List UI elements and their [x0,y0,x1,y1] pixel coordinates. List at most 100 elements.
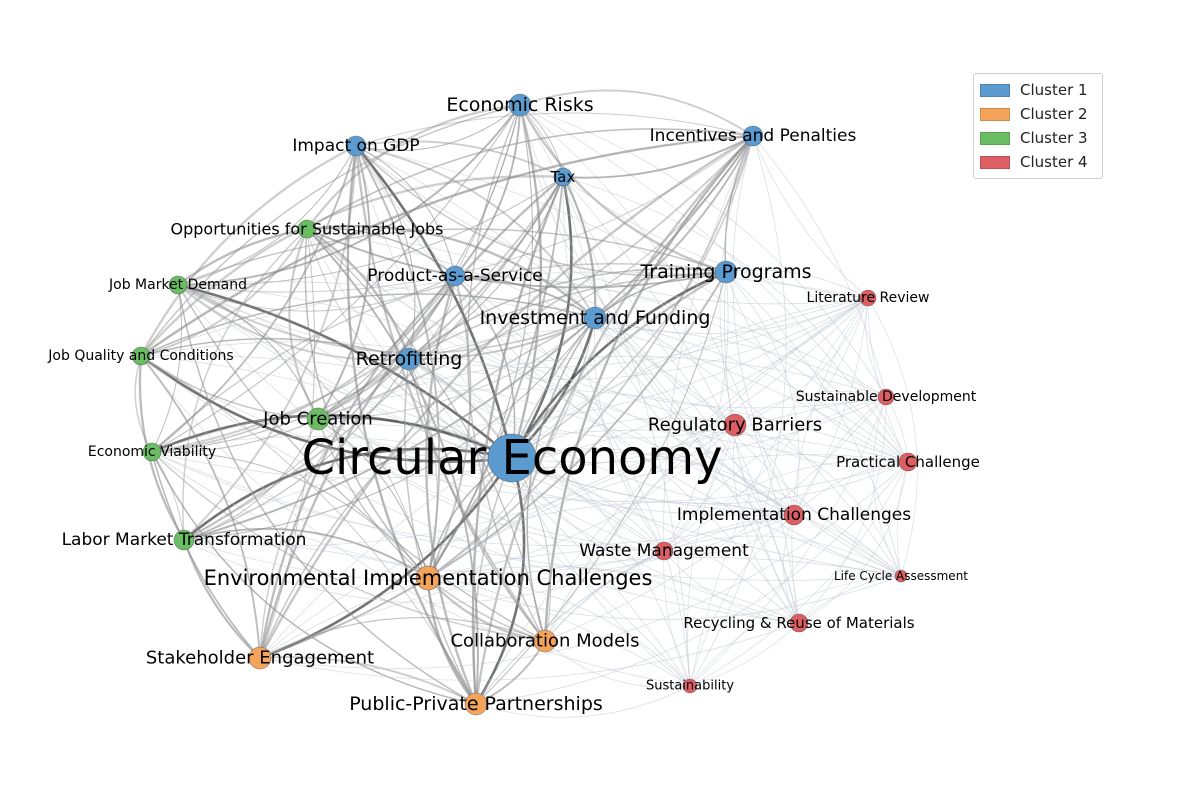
edge [259,549,665,659]
edge [151,263,727,453]
edge [151,451,546,642]
edge [752,135,887,398]
edge [427,424,736,579]
node-paas[interactable] [444,265,466,287]
edge [562,176,597,319]
edge [151,451,665,574]
edge [593,317,665,552]
edge [519,104,902,577]
edge [259,622,800,681]
edge [427,566,800,624]
edge [259,297,869,659]
edge [733,424,800,624]
node-ce[interactable] [487,433,537,483]
node-lmt[interactable] [173,529,195,551]
node-sd[interactable] [877,388,895,406]
edge [355,145,441,579]
node-sus[interactable] [682,678,698,694]
node-lr[interactable] [859,289,877,307]
node-wm[interactable] [654,541,674,561]
edge [734,424,795,516]
node-jc[interactable] [306,407,330,431]
node-ip[interactable] [742,125,764,147]
node-osj[interactable] [297,219,317,239]
node-label-ce: Circular Economy [301,430,722,486]
legend-swatch [980,107,1010,121]
node-label-rrm: Recycling & Reuse of Materials [683,614,914,632]
edge [867,297,918,577]
node-cm[interactable] [533,629,557,653]
node-pc[interactable] [898,452,918,472]
node-eic[interactable] [415,565,441,591]
edge [140,337,410,360]
edge [663,535,902,577]
edge [689,461,909,687]
edge [355,140,564,178]
edge [355,145,665,552]
edge [594,317,795,516]
edge [798,461,909,624]
edge [689,514,795,687]
node-gdp[interactable] [345,135,367,157]
edge [306,228,736,426]
edge [518,104,727,274]
edge [183,527,429,579]
edge [783,514,800,624]
node-label-se: Stakeholder Engagement [146,648,374,669]
edge [259,557,902,659]
edge [475,461,909,705]
edge [896,461,909,577]
edge [354,145,546,642]
edge [427,135,754,579]
node-ev[interactable] [142,442,162,462]
edge [177,284,429,579]
edge [306,228,909,463]
legend-swatch [980,83,1010,97]
edge [408,358,438,579]
edge [519,104,736,426]
node-label-pc: Practical Challenge [836,453,980,471]
node-label-wm: Waste Management [579,541,749,561]
edge [183,539,665,604]
node-jqc[interactable] [131,346,151,366]
edge [317,418,546,642]
node-rrm[interactable] [789,613,809,633]
edge [594,271,727,319]
edge [471,176,565,705]
edge [177,228,727,286]
edge [140,293,596,357]
edge [177,227,308,286]
edge [426,270,727,579]
edge [562,176,795,516]
node-ic[interactable] [783,504,805,526]
edge [177,284,869,368]
node-label-cm: Collaboration Models [450,631,639,652]
node-ret[interactable] [397,347,421,371]
node-ppp[interactable] [464,692,488,716]
node-se[interactable] [248,646,272,670]
edge [454,275,736,426]
edge [475,297,869,705]
node-label-gdp: Impact on GDP [292,136,419,156]
node-jmd[interactable] [168,275,188,295]
node-tp[interactable] [714,260,738,284]
node-label-eic: Environmental Implementation Challenges [204,566,653,590]
edge [177,176,564,286]
edge [140,355,319,420]
edge [511,451,902,577]
edge [474,457,526,705]
legend-item-cluster-4: Cluster 4 [974,150,1102,174]
edge [306,103,521,230]
node-rb[interactable] [723,413,747,437]
edge [427,317,596,579]
edge [475,685,691,718]
node-tax[interactable] [553,167,573,187]
node-if[interactable] [583,306,607,330]
node-lca[interactable] [894,569,908,583]
edge [177,135,754,293]
edge [140,355,909,503]
edge [562,176,800,624]
node-er[interactable] [508,93,532,117]
edge [511,297,869,459]
node-label-ppp: Public-Private Partnerships [349,693,603,715]
